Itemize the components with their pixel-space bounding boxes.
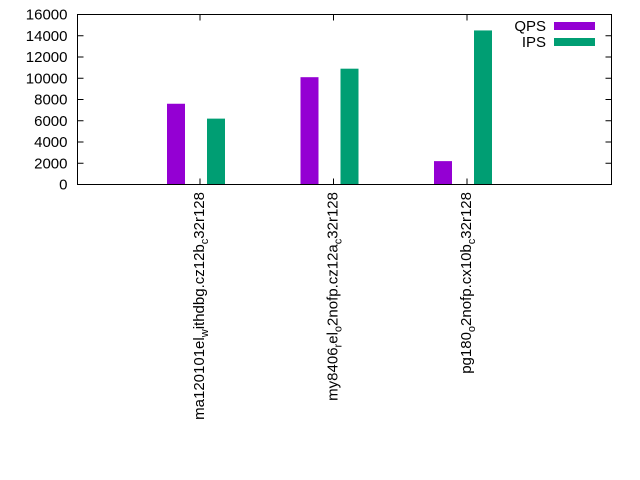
- y-tick-label: 2000: [34, 155, 67, 172]
- y-tick-label: 0: [59, 177, 67, 194]
- bar-qps-3: [434, 161, 452, 185]
- y-tick-label: 10000: [26, 70, 68, 87]
- y-tick-label: 4000: [34, 134, 67, 151]
- plot-frame: [77, 14, 612, 185]
- bar-ips-1: [207, 118, 225, 185]
- x-axis: ma120101elwithdbg.cz12bc32r128 my8406relo…: [191, 14, 478, 420]
- y-tick-label: 14000: [26, 28, 68, 45]
- bar-ips-3: [474, 30, 492, 185]
- bar-qps-2: [300, 77, 319, 185]
- x-category-label: ma120101elwithdbg.cz12bc32r128: [191, 192, 211, 420]
- x-category-label: my8406relo2nofp.cz12ac32r128: [325, 192, 345, 401]
- y-tick-label: 12000: [26, 49, 68, 66]
- x-category-label: pg180o2nofp.cx10bc32r128: [458, 192, 478, 374]
- bars-group: [167, 30, 492, 185]
- legend-label-qps: QPS: [514, 18, 546, 35]
- bar-ips-2: [340, 68, 359, 185]
- legend-label-ips: IPS: [522, 34, 546, 51]
- y-tick-label: 6000: [34, 113, 67, 130]
- legend-swatch-qps: [554, 22, 595, 30]
- y-tick-label: 16000: [26, 7, 68, 24]
- legend-swatch-ips: [554, 38, 595, 46]
- y-tick-label: 8000: [34, 92, 67, 109]
- y-axis: 0 2000 4000 6000 8000 10000 12000 14000 16000: [26, 7, 612, 194]
- bar-qps-1: [167, 103, 185, 185]
